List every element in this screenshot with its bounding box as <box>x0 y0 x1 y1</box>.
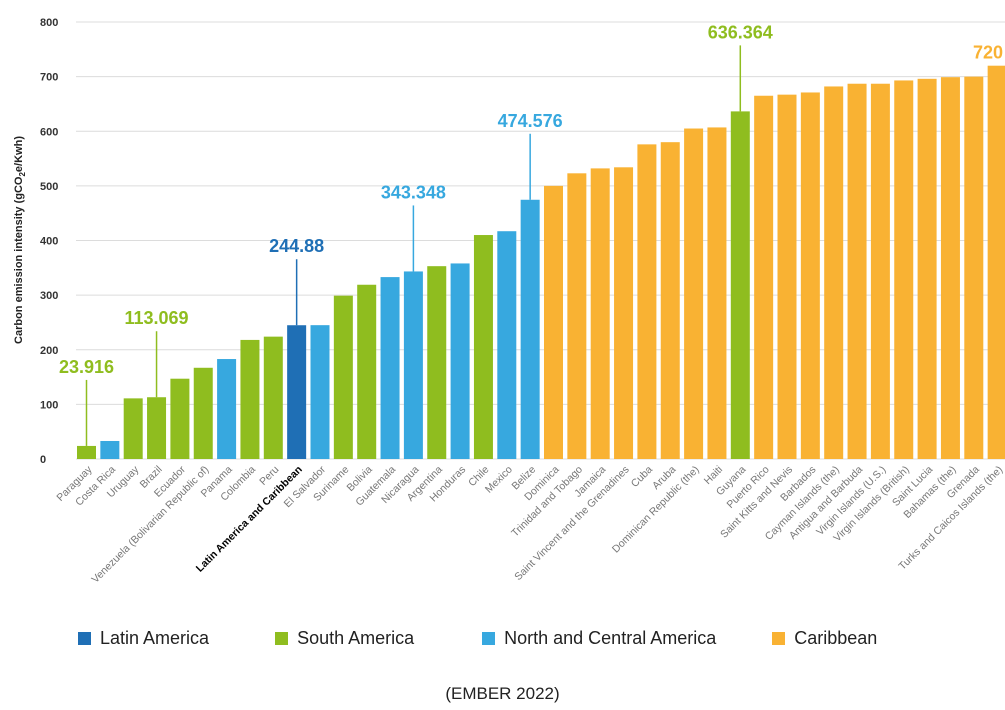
y-tick-label: 700 <box>40 72 58 84</box>
bar <box>240 339 260 459</box>
legend-swatch <box>772 632 786 645</box>
bar <box>100 440 120 459</box>
value-callout: 636.364 <box>708 22 773 42</box>
bar <box>567 173 587 459</box>
value-callout: 343.348 <box>381 182 446 202</box>
legend-swatch <box>482 632 496 645</box>
bar <box>730 111 750 459</box>
bar <box>450 263 470 459</box>
legend-item-latin-america: Latin America <box>78 628 209 649</box>
bar <box>614 167 634 460</box>
y-tick-label: 300 <box>40 290 58 302</box>
bar <box>707 127 727 460</box>
legend-swatch <box>78 632 91 645</box>
y-tick-label: 500 <box>40 181 58 193</box>
bar <box>684 128 704 460</box>
legend-label: South America <box>297 628 415 648</box>
bar <box>170 378 190 459</box>
bar <box>637 144 657 460</box>
bar <box>917 78 937 459</box>
bars <box>77 65 1005 460</box>
bar <box>473 235 493 459</box>
legend-label: North and Central America <box>504 628 717 648</box>
y-tick-label: 800 <box>40 17 58 29</box>
bar <box>357 284 377 459</box>
bar <box>123 398 143 459</box>
bar <box>403 271 423 459</box>
bar <box>847 83 867 459</box>
bar <box>380 277 400 459</box>
legend-swatch <box>275 632 289 645</box>
y-tick-label: 200 <box>40 345 58 357</box>
chart-legend: Latin America South America North and Ce… <box>78 628 877 649</box>
y-axis-ticks: 0 100 200 300 400 500 600 700 800 <box>40 17 58 466</box>
bar <box>333 295 353 459</box>
bar <box>940 77 960 459</box>
bar <box>520 199 540 459</box>
bar <box>987 65 1005 459</box>
value-callout: 474.576 <box>498 111 563 131</box>
bar <box>544 185 563 459</box>
bar <box>660 142 680 460</box>
legend-item-south-america: South America <box>275 628 414 649</box>
bar <box>310 325 330 459</box>
bar <box>777 94 797 460</box>
bar <box>77 445 96 459</box>
bar <box>754 95 774 460</box>
bar <box>217 359 237 459</box>
bar <box>824 86 844 460</box>
legend-item-caribbean: Caribbean <box>772 628 877 649</box>
bar <box>263 336 283 459</box>
value-callout: 720 <box>973 43 1003 63</box>
value-callout: 113.069 <box>125 308 189 328</box>
bar <box>894 80 914 459</box>
bar <box>193 367 213 459</box>
bar <box>427 266 447 459</box>
source-note: (EMBER 2022) <box>445 684 560 703</box>
bar <box>964 76 984 459</box>
y-tick-label: 600 <box>40 126 58 138</box>
value-callout: 244.88 <box>269 236 324 256</box>
y-axis-label: Carbon emission intensity (gCO2e/Kwh) <box>13 136 27 344</box>
legend-label: Caribbean <box>794 628 878 648</box>
bar <box>147 397 167 459</box>
bar <box>287 325 307 459</box>
y-tick-label: 100 <box>40 399 58 411</box>
y-tick-label: 0 <box>40 454 46 466</box>
bar <box>800 92 820 459</box>
value-callouts: 23.916 113.069 244.88 343.348 474.576 636.364… <box>59 22 1003 446</box>
value-callout: 23.916 <box>59 357 114 377</box>
legend-item-north-central-america: North and Central America <box>482 628 716 649</box>
legend-label: Latin America <box>100 628 210 648</box>
bar <box>590 168 610 459</box>
y-tick-label: 400 <box>40 236 58 248</box>
bar <box>870 83 890 459</box>
bar <box>497 231 517 459</box>
